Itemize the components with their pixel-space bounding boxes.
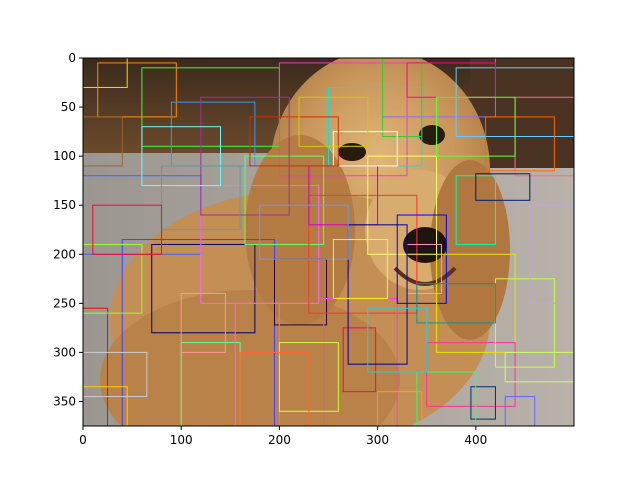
bounding-box-36: [83, 351, 148, 398]
y-axis: 0 50 100 150 200 250 300 350: [53, 51, 83, 408]
bounding-box-54: [180, 293, 226, 353]
bounding-box-23: [347, 224, 408, 365]
bounding-box-43: [249, 116, 339, 167]
x-tick-label: 300: [366, 433, 389, 447]
bounding-box-53: [83, 116, 123, 167]
y-tick-label: 200: [53, 247, 76, 261]
bounding-box-18: [342, 327, 377, 393]
bounding-box-35: [83, 386, 128, 426]
bounding-box-58: [436, 96, 516, 157]
bounding-box-50: [416, 283, 496, 324]
bounding-box-55: [367, 307, 428, 373]
bounding-box-57: [92, 204, 163, 255]
bounding-box-13: [244, 155, 325, 245]
bounding-box-56: [298, 96, 369, 147]
bounding-box-0: [83, 58, 128, 88]
bounding-box-51: [239, 351, 310, 426]
bounding-box-21: [396, 214, 447, 304]
bounding-box-42: [200, 96, 290, 216]
dog-eye-right: [419, 125, 445, 145]
bounding-box-47: [259, 204, 349, 260]
dog-nose: [403, 227, 447, 263]
y-tick-label: 150: [53, 198, 76, 212]
x-tick-label: 400: [464, 433, 487, 447]
dog-eye-left: [338, 143, 366, 161]
y-tick-label: 0: [68, 51, 76, 65]
y-tick-label: 300: [53, 345, 76, 359]
bounding-box-40: [377, 391, 423, 426]
bounding-box-45: [161, 165, 241, 231]
bounding-box-46: [83, 243, 143, 314]
x-tick-label: 0: [79, 433, 87, 447]
y-tick-label: 350: [53, 394, 76, 408]
bounding-box-24: [332, 131, 398, 167]
bounding-box-1: [97, 62, 177, 118]
x-axis: 0 100 200 300 400: [79, 426, 487, 447]
bounding-box-48: [332, 239, 388, 299]
x-tick-label: 200: [268, 433, 291, 447]
bounding-box-28: [485, 116, 555, 172]
x-tick-label: 100: [170, 433, 193, 447]
bounding-boxes: [83, 58, 574, 426]
bounding-box-11: [151, 243, 256, 334]
y-tick-label: 50: [61, 100, 76, 114]
bounding-box-30: [470, 386, 496, 420]
y-tick-label: 100: [53, 149, 76, 163]
bounding-box-27: [475, 173, 531, 201]
bounding-box-4: [278, 62, 408, 177]
bounding-box-44: [141, 126, 221, 187]
bounding-box-10: [121, 239, 275, 426]
bounding-box-25: [436, 253, 516, 353]
dog-photo: [83, 58, 574, 426]
axes-frame: [82, 57, 575, 427]
bounding-box-41: [416, 371, 477, 426]
bounding-box-34: [83, 307, 109, 426]
bounding-box-19: [367, 155, 438, 255]
bounding-box-32: [504, 351, 574, 383]
y-tick-label: 250: [53, 296, 76, 310]
